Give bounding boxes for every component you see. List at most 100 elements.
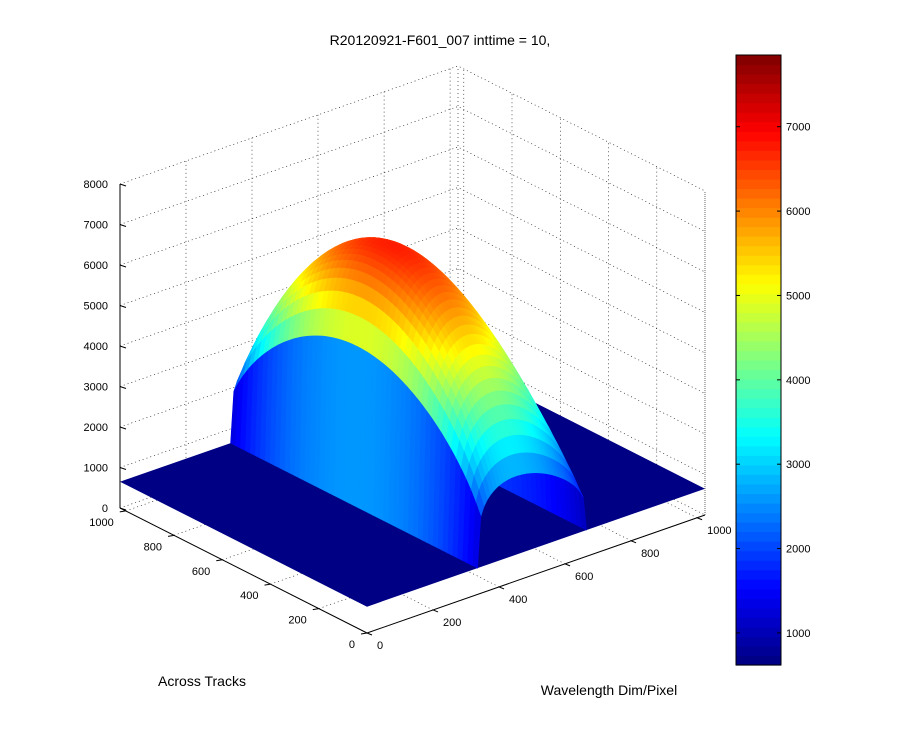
y-tick-label: 1000 [89,517,113,529]
z-tick-mark [119,426,127,430]
colorbar-band [736,655,781,666]
colorbar-band [736,131,781,142]
colorbar-band [736,541,781,552]
colorbar-band [736,169,781,180]
grid-line-z [119,65,706,192]
y-tick-label: 0 [349,639,355,651]
colorbar-band [736,264,781,275]
z-tick-label: 7000 [84,220,108,232]
colorbar-band [736,93,781,104]
colorbar-band [736,236,781,247]
colorbar-band [736,493,781,504]
z-tick-mark [119,507,127,511]
colorbar-band [736,112,781,123]
colorbar-band [736,159,781,170]
colorbar-band [736,502,781,514]
colorbar-band [736,207,781,218]
x-tick-mark [696,517,703,521]
y-tick-mark [312,608,319,611]
x-tick-label: 400 [509,594,527,606]
colorbar-band [736,531,781,542]
colorbar-band [736,645,781,657]
colorbar-band [736,255,781,266]
colorbar-band [736,379,781,390]
colorbar-band [736,407,781,418]
surface-layer [120,237,705,607]
x-axis-label: Wavelength Dim/Pixel [541,682,677,698]
colorbar-band [736,522,781,533]
colorbar-band [736,102,781,113]
y-tick-label: 600 [192,566,210,578]
colorbar-band [736,178,781,190]
colorbar-band [736,417,781,428]
grid-line-z [119,106,706,232]
colorbar-band [736,598,781,609]
z-tick-label: 0 [102,503,108,515]
colorbar-tick-label: 7000 [786,122,810,134]
y-tick-mark [119,510,126,513]
colorbar-tick-label: 4000 [786,375,810,387]
colorbar-band [736,483,781,495]
colorbar-band [736,512,781,523]
colorbar-band [736,302,781,313]
axes-layer: 0 200 400 600 800 1000 0 200 400 600 800 1000 0 1000 2… [84,179,732,652]
x-tick-mark [498,586,505,590]
colorbar-band [736,464,781,475]
z-tick-mark [119,467,127,470]
z-tick-label: 3000 [84,382,108,394]
y-tick-mark [167,534,175,537]
y-tick-label: 400 [240,590,258,602]
colorbar-tick-label: 2000 [786,544,810,556]
colorbar-band [736,550,781,561]
colorbar-band [736,388,781,399]
x-tick-label: 0 [377,640,383,652]
colorbar-band [736,121,781,132]
chart-title: R20120921-F601_007 inttime = 10, [330,32,551,48]
colorbar-band [736,340,781,352]
colorbar-band [736,560,781,571]
colorbar-tick-label: 6000 [786,206,810,218]
x-axis-line [366,514,706,634]
colorbar-band [736,274,781,285]
x-tick-label: 1000 [707,525,731,537]
colorbar-band [736,245,781,256]
colorbar-tick-label: 3000 [786,459,810,471]
surface-patch [472,502,482,569]
colorbar-band [736,283,781,294]
colorbar-band [736,445,781,456]
z-tick-label: 6000 [84,260,108,272]
z-tick-label: 2000 [84,422,108,434]
colorbar-band [736,588,781,599]
z-tick-mark [119,386,127,389]
z-tick-mark [119,264,127,268]
y-tick-mark [264,583,271,586]
colorbar-band [736,455,781,466]
y-axis-label: Across Tracks [158,673,246,689]
y-axis-line [119,507,368,634]
colorbar-band [736,226,781,237]
x-tick-mark [630,540,637,544]
colorbar-band [736,217,781,228]
colorbar-band [736,83,781,94]
colorbar-frame [735,54,782,666]
x-tick-label: 200 [443,617,461,629]
z-tick-mark [119,224,127,227]
z-tick-label: 4000 [84,341,108,353]
z-tick-mark [119,345,127,349]
colorbar-band [736,293,781,304]
colorbar-band [736,150,781,161]
colorbar-band [736,426,781,437]
z-tick-label: 8000 [84,179,108,191]
x-tick-mark [366,632,373,636]
colorbar-band [736,607,781,618]
y-tick-label: 800 [144,541,162,553]
colorbar-band [736,569,781,580]
x-tick-mark [564,563,571,567]
colorbar-band [736,197,781,209]
z-tick-label: 1000 [84,463,108,475]
colorbar-band [736,74,781,85]
colorbar-band [736,312,781,323]
colorbar-band [736,140,781,151]
